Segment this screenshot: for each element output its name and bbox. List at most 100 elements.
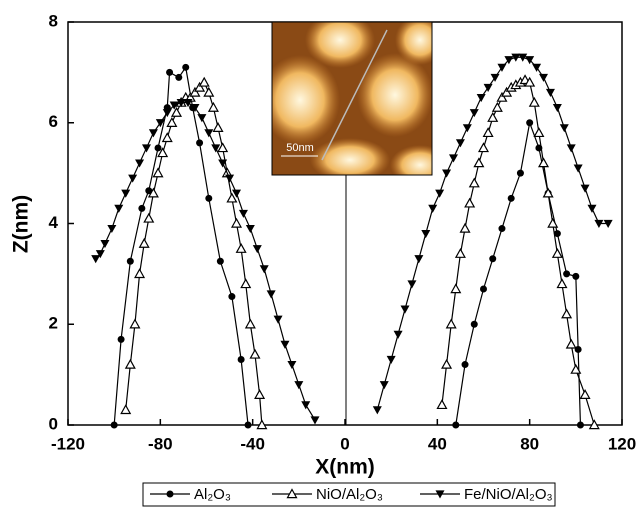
data-point bbox=[135, 269, 144, 277]
x-tick-label: 80 bbox=[520, 434, 539, 453]
data-point bbox=[130, 320, 139, 328]
data-point bbox=[477, 94, 486, 102]
data-point bbox=[452, 422, 459, 429]
data-point bbox=[373, 406, 382, 414]
data-point bbox=[470, 179, 479, 187]
legend-label: NiO/Al₂O₃ bbox=[316, 486, 383, 503]
data-point bbox=[407, 280, 416, 288]
data-point bbox=[204, 129, 213, 137]
y-tick-label: 0 bbox=[49, 414, 58, 433]
x-tick-label: -80 bbox=[148, 434, 173, 453]
data-point bbox=[532, 64, 541, 72]
data-point bbox=[553, 249, 562, 257]
data-point bbox=[250, 350, 259, 358]
data-point bbox=[470, 109, 479, 117]
data-point bbox=[394, 331, 403, 339]
data-point bbox=[127, 258, 134, 265]
data-point bbox=[572, 273, 579, 280]
data-point bbox=[111, 422, 118, 429]
data-point bbox=[225, 175, 234, 183]
data-point bbox=[100, 240, 109, 248]
data-point bbox=[462, 361, 469, 368]
data-point bbox=[465, 199, 474, 207]
data-point bbox=[246, 320, 255, 328]
data-point bbox=[489, 255, 496, 262]
data-point bbox=[121, 190, 130, 198]
data-point bbox=[428, 205, 437, 213]
data-point bbox=[118, 336, 125, 343]
data-point bbox=[577, 422, 584, 429]
data-point bbox=[567, 340, 576, 348]
data-point bbox=[401, 306, 410, 314]
data-point bbox=[387, 356, 396, 364]
data-point bbox=[437, 400, 446, 408]
data-point bbox=[539, 159, 548, 167]
data-point bbox=[255, 390, 264, 398]
data-point bbox=[449, 154, 458, 162]
data-point bbox=[260, 265, 269, 273]
y-axis-label: Z(nm) bbox=[10, 195, 33, 253]
data-point bbox=[442, 170, 451, 178]
data-point bbox=[138, 205, 145, 212]
data-point bbox=[166, 69, 173, 76]
data-point bbox=[182, 64, 189, 71]
data-point bbox=[480, 285, 487, 292]
data-point bbox=[414, 255, 423, 263]
data-point bbox=[471, 321, 478, 328]
x-tick-label: 120 bbox=[608, 434, 636, 453]
data-point bbox=[488, 113, 497, 121]
data-point bbox=[484, 128, 493, 136]
data-point bbox=[121, 405, 130, 413]
data-point bbox=[200, 78, 209, 86]
data-point bbox=[135, 159, 144, 167]
data-point bbox=[301, 401, 310, 409]
data-point bbox=[587, 205, 596, 213]
data-point bbox=[557, 279, 566, 287]
legend-label: Fe/NiO/Al₂O₃ bbox=[464, 486, 553, 503]
data-point bbox=[380, 381, 389, 389]
data-point bbox=[253, 245, 262, 253]
data-point bbox=[232, 219, 241, 227]
data-point bbox=[205, 195, 212, 202]
data-point bbox=[163, 133, 172, 141]
data-point bbox=[563, 270, 570, 277]
data-point bbox=[217, 258, 224, 265]
y-tick-label: 8 bbox=[49, 11, 58, 30]
data-point bbox=[447, 320, 456, 328]
x-tick-label: -120 bbox=[51, 434, 85, 453]
data-point bbox=[435, 190, 444, 198]
data-point bbox=[562, 310, 571, 318]
legend-items: Al₂O₃ NiO/Al₂O₃ Fe/NiO/Al₂O₃ bbox=[150, 486, 553, 503]
data-point bbox=[128, 175, 137, 183]
data-point bbox=[526, 119, 533, 126]
x-tick-label: -40 bbox=[240, 434, 265, 453]
x-axis-label: X(nm) bbox=[315, 456, 375, 479]
data-point bbox=[228, 293, 235, 300]
data-point bbox=[209, 103, 218, 111]
data-point bbox=[175, 74, 182, 81]
data-point bbox=[154, 169, 163, 177]
data-point bbox=[140, 239, 149, 247]
data-point bbox=[548, 219, 557, 227]
data-point bbox=[546, 89, 555, 97]
data-point bbox=[246, 225, 255, 233]
data-point bbox=[491, 74, 500, 82]
data-point bbox=[310, 416, 319, 424]
data-point bbox=[149, 129, 158, 137]
legend-marker bbox=[167, 491, 174, 498]
data-point bbox=[280, 341, 289, 349]
data-point bbox=[479, 143, 488, 151]
data-point bbox=[172, 108, 181, 116]
data-point bbox=[530, 98, 539, 106]
inset-image: 50nm bbox=[260, 12, 450, 185]
data-point bbox=[204, 88, 213, 96]
data-point bbox=[238, 356, 245, 363]
y-tick-label: 4 bbox=[49, 213, 59, 232]
data-point bbox=[144, 214, 153, 222]
data-point bbox=[581, 390, 590, 398]
data-point bbox=[567, 144, 576, 152]
data-point bbox=[421, 230, 430, 238]
data-point bbox=[142, 144, 151, 152]
legend-label: Al₂O₃ bbox=[194, 486, 231, 503]
data-point bbox=[484, 84, 493, 92]
